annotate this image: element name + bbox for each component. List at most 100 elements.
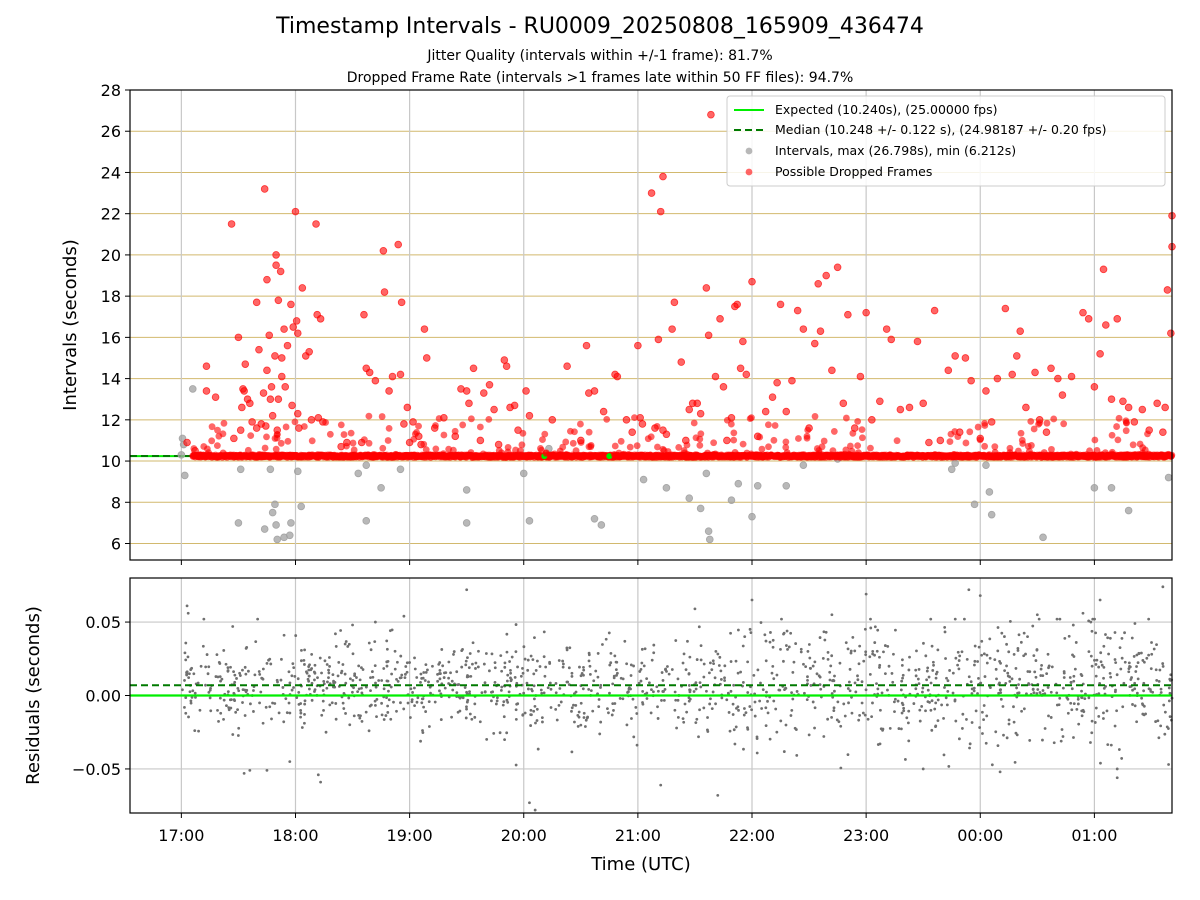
residual-point	[973, 659, 977, 663]
residual-point	[181, 688, 184, 692]
dropped-frame-point	[756, 433, 764, 441]
residual-point	[447, 660, 451, 664]
residual-point	[1089, 620, 1093, 624]
residual-point	[549, 687, 553, 691]
residual-point	[833, 689, 836, 693]
residual-point	[188, 672, 191, 676]
residual-point	[205, 653, 209, 656]
residual-point	[809, 684, 813, 687]
residual-point	[1026, 635, 1029, 639]
residual-point	[341, 663, 345, 666]
dropped-frame-point	[347, 429, 355, 437]
residual-point	[542, 630, 546, 634]
residual-point	[818, 636, 822, 639]
residual-point	[1121, 705, 1125, 709]
residual-point	[318, 656, 322, 660]
residual-point	[1049, 690, 1053, 694]
dropped-frame-point	[954, 433, 962, 441]
residual-point	[746, 691, 750, 694]
residual-point	[355, 676, 358, 679]
residual-point	[849, 651, 853, 655]
dropped-frame-point	[767, 451, 775, 459]
residual-point	[450, 715, 453, 719]
residual-point	[419, 672, 423, 676]
residual-point	[926, 666, 930, 670]
dropped-frame-point	[360, 310, 368, 319]
residual-point	[247, 669, 250, 673]
dropped-frame-point	[196, 451, 204, 459]
residual-point	[998, 770, 1002, 774]
dropped-frame-point	[975, 451, 983, 458]
dropped-frame-point	[693, 399, 702, 408]
residual-point	[513, 675, 517, 679]
residual-point	[916, 677, 920, 681]
residual-point	[1072, 702, 1076, 706]
residual-point	[771, 645, 775, 649]
residual-point	[725, 698, 729, 702]
dropped-frame-point	[203, 445, 211, 453]
residual-point	[1152, 647, 1156, 651]
dropped-frame-point	[961, 354, 970, 362]
dropped-frame-point	[411, 430, 419, 438]
residual-point	[869, 617, 872, 621]
residual-point	[944, 657, 947, 660]
residual-point	[1069, 701, 1073, 705]
residual-point	[419, 739, 422, 743]
residual-point	[320, 671, 323, 675]
residual-point	[615, 674, 618, 677]
residual-point	[694, 721, 698, 725]
residual-point	[505, 679, 509, 683]
residual-point	[408, 661, 411, 664]
residual-point	[237, 726, 241, 730]
dropped-frame-point	[349, 439, 357, 447]
dropped-frame-point	[730, 436, 738, 444]
residual-point	[374, 685, 378, 689]
residual-point	[549, 706, 553, 709]
residual-point	[506, 700, 510, 704]
dropped-frame-point	[654, 335, 663, 344]
residual-point	[330, 701, 334, 705]
dropped-frame-point	[272, 251, 280, 259]
dropped-frame-point	[1130, 418, 1139, 426]
residual-point	[411, 691, 414, 694]
dropped-frame-point	[631, 414, 638, 422]
residual-point	[883, 644, 887, 647]
residual-point	[882, 650, 885, 654]
dropped-frame-point	[392, 450, 400, 458]
dropped-frame-point	[1157, 451, 1165, 459]
residual-point	[297, 702, 301, 706]
residual-point	[353, 674, 357, 677]
residual-point	[348, 677, 352, 681]
residual-point	[455, 691, 459, 695]
residual-point	[1024, 652, 1027, 656]
residual-point	[310, 653, 314, 656]
residual-point	[907, 709, 911, 713]
residual-point	[929, 708, 933, 712]
residual-point	[207, 665, 211, 669]
x-tick-label: 20:00	[501, 826, 547, 845]
dropped-frame-point	[1017, 429, 1025, 437]
residual-point	[1010, 677, 1014, 681]
residual-point	[534, 669, 538, 672]
residual-point	[295, 696, 299, 700]
residual-point	[558, 687, 562, 690]
residual-point	[1012, 705, 1015, 709]
residual-point	[1041, 674, 1045, 678]
residual-point	[1131, 688, 1134, 692]
residual-point	[1135, 720, 1139, 724]
residual-point	[1136, 661, 1140, 665]
residual-point	[554, 682, 558, 685]
residual-point	[999, 661, 1002, 665]
residual-point	[387, 689, 390, 693]
residual-point	[402, 614, 406, 618]
residual-point	[493, 666, 497, 670]
residual-point	[1107, 652, 1110, 656]
residual-point	[473, 702, 477, 706]
residual-point	[452, 650, 456, 653]
dropped-frame-point	[244, 446, 252, 454]
dropped-frame-point	[370, 451, 378, 458]
residual-point	[1135, 665, 1138, 668]
residual-point	[288, 760, 292, 763]
dropped-frame-point	[465, 399, 473, 408]
